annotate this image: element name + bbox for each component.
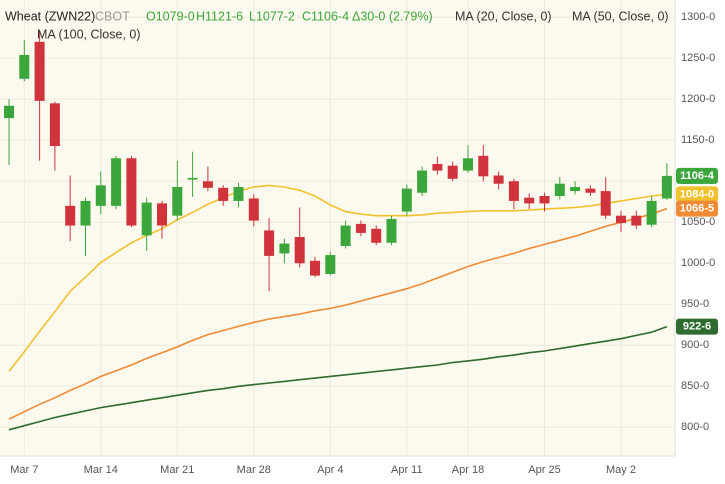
candle-body <box>264 230 275 256</box>
price-badge <box>676 318 718 335</box>
y-tick-label: 1200-0 <box>681 93 715 105</box>
candle-body <box>401 188 412 212</box>
candle-body <box>432 164 443 171</box>
change-label: Δ30-0 (2.79%) <box>352 9 433 23</box>
candle-body <box>386 218 397 243</box>
legend-entry: MA (50, Close, 0) <box>572 9 669 23</box>
candle-body <box>478 155 489 177</box>
x-tick-label: Apr 18 <box>452 464 484 476</box>
y-tick-label: 950-0 <box>681 298 709 310</box>
candle-body <box>616 215 626 224</box>
price-badge <box>676 186 718 203</box>
candle-body <box>524 197 535 204</box>
price-badge-label: 922-6 <box>683 321 711 333</box>
candle-body <box>19 54 30 79</box>
ma-line <box>8 325 668 431</box>
x-tick-label: May 2 <box>606 464 636 476</box>
x-tick-label: Mar 7 <box>10 464 38 476</box>
ma-line <box>8 207 668 420</box>
candle-body <box>294 237 305 264</box>
candle-body <box>80 200 91 226</box>
labels: 800-0850-0900-0950-01000-01050-01100-011… <box>10 11 718 476</box>
candle-body <box>554 183 565 197</box>
candle-body <box>585 188 596 193</box>
x-tick-label: Apr 4 <box>317 464 343 476</box>
chart-title: Wheat (ZWN22) <box>5 9 95 23</box>
exchange: CBOT <box>95 9 130 23</box>
candle-body <box>279 243 290 254</box>
candle-body <box>4 105 14 119</box>
ma-line <box>8 184 667 372</box>
y-tick-label: 1000-0 <box>681 257 715 269</box>
candle-body <box>95 185 106 206</box>
candle-body <box>646 200 657 225</box>
candle-body <box>340 225 351 247</box>
marks <box>4 30 672 431</box>
plot-background <box>0 0 675 456</box>
candle-body <box>218 187 229 201</box>
candle-body <box>463 158 473 171</box>
price-badge <box>676 167 718 184</box>
candle-body <box>371 228 382 243</box>
y-tick-label: 800-0 <box>681 421 709 433</box>
candle-body <box>233 186 244 201</box>
candle-body <box>187 177 198 180</box>
candle-body <box>172 186 183 216</box>
candle-body <box>49 103 60 146</box>
candle-body <box>248 198 259 221</box>
y-tick-label: 850-0 <box>681 380 709 392</box>
y-tick-label: 1250-0 <box>681 52 715 64</box>
candle-body <box>539 196 550 204</box>
price-badge-label: 1066-5 <box>680 203 714 215</box>
candle-body <box>202 181 213 188</box>
candle-body <box>325 255 336 274</box>
price-badge <box>676 200 718 217</box>
x-tick-label: Apr 25 <box>528 464 560 476</box>
x-tick-label: Mar 21 <box>160 464 194 476</box>
low-label: L1077-2 <box>249 9 295 23</box>
candle-body <box>417 170 428 193</box>
candle-body <box>661 175 672 199</box>
y-tick-label: 1300-0 <box>681 11 715 23</box>
y-tick-label: 900-0 <box>681 339 709 351</box>
candle-body <box>355 223 366 233</box>
candle-body <box>157 203 167 226</box>
candle-body <box>508 181 519 201</box>
candle-body <box>493 175 504 184</box>
candle-body <box>34 41 45 101</box>
price-badge-label: 1084-0 <box>680 188 714 200</box>
legend-entry: MA (20, Close, 0) <box>455 9 552 23</box>
x-tick-label: Mar 14 <box>84 464 118 476</box>
high-label: H1121-6 <box>196 9 243 23</box>
candle-body <box>111 158 122 206</box>
x-tick-label: Mar 28 <box>237 464 271 476</box>
open-label: O1079-0 <box>146 9 195 23</box>
y-tick-label: 1050-0 <box>681 216 715 228</box>
y-tick-label: 1150-0 <box>681 134 714 146</box>
candle-body <box>126 158 137 226</box>
candle-body <box>447 165 458 179</box>
candle-body <box>310 260 320 276</box>
candle-body <box>600 191 611 216</box>
candle-body <box>141 202 152 236</box>
candle-body <box>65 205 76 226</box>
candle-body <box>570 186 581 192</box>
close-label: C1106-4 <box>302 9 349 23</box>
price-badge-label: 1106-4 <box>680 170 715 182</box>
legend-entry: MA (100, Close, 0) <box>37 27 141 41</box>
candle-body <box>631 215 642 226</box>
x-tick-label: Apr 11 <box>391 464 423 476</box>
